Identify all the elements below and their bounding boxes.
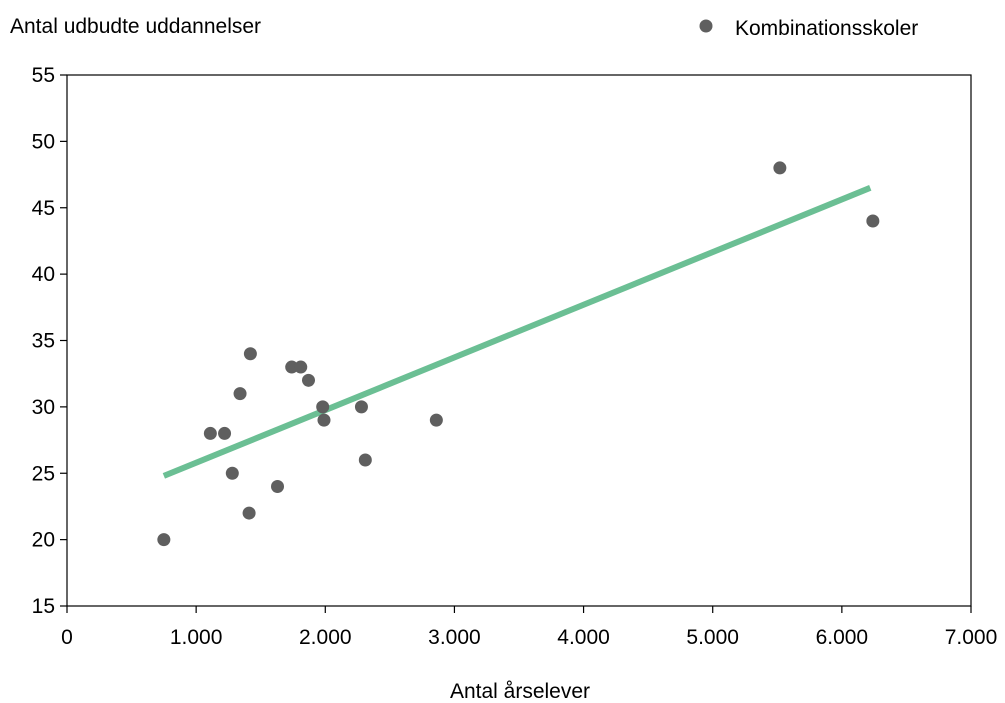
x-tick-label: 4.000 <box>557 626 610 649</box>
data-point <box>225 466 239 480</box>
y-tick-label: 25 <box>32 462 55 485</box>
legend-marker-kombinationsskoler <box>699 19 713 33</box>
y-tick-label: 30 <box>32 396 55 419</box>
y-tick-label: 20 <box>32 529 55 552</box>
data-point <box>242 506 256 520</box>
data-point <box>218 426 232 440</box>
y-tick-label: 40 <box>32 263 55 286</box>
y-tick-label: 55 <box>32 64 55 87</box>
plot-area <box>66 74 972 607</box>
x-tick-label: 2.000 <box>299 626 352 649</box>
y-tick-label: 35 <box>32 330 55 353</box>
data-point <box>285 360 299 374</box>
x-tick-label: 3.000 <box>428 626 481 649</box>
x-tick-label: 0 <box>61 626 73 649</box>
y-axis-title: Antal udbudte uddannelser <box>10 15 261 38</box>
x-tick-label: 5.000 <box>686 626 739 649</box>
y-tick-label: 45 <box>32 197 55 220</box>
data-point <box>301 373 315 387</box>
data-point <box>294 360 308 374</box>
x-tick-label: 7.000 <box>945 626 998 649</box>
legend-label-kombinationsskoler: Kombinationsskoler <box>735 17 918 40</box>
y-tick-label: 15 <box>32 595 55 618</box>
data-point <box>233 387 247 401</box>
data-point <box>271 480 285 494</box>
data-point <box>316 400 330 414</box>
data-point <box>358 453 372 467</box>
data-point <box>203 426 217 440</box>
data-point <box>317 413 331 427</box>
data-point <box>773 161 787 175</box>
x-axis-title: Antal årselever <box>450 680 590 703</box>
data-point <box>243 347 257 361</box>
data-point <box>354 400 368 414</box>
data-point <box>157 533 171 547</box>
data-point <box>429 413 443 427</box>
trendline <box>162 185 872 479</box>
x-tick-label: 6.000 <box>816 626 869 649</box>
y-tick-label: 50 <box>32 130 55 153</box>
legend: Kombinationsskoler <box>699 17 918 40</box>
x-tick-label: 1.000 <box>170 626 223 649</box>
data-point <box>866 214 880 228</box>
